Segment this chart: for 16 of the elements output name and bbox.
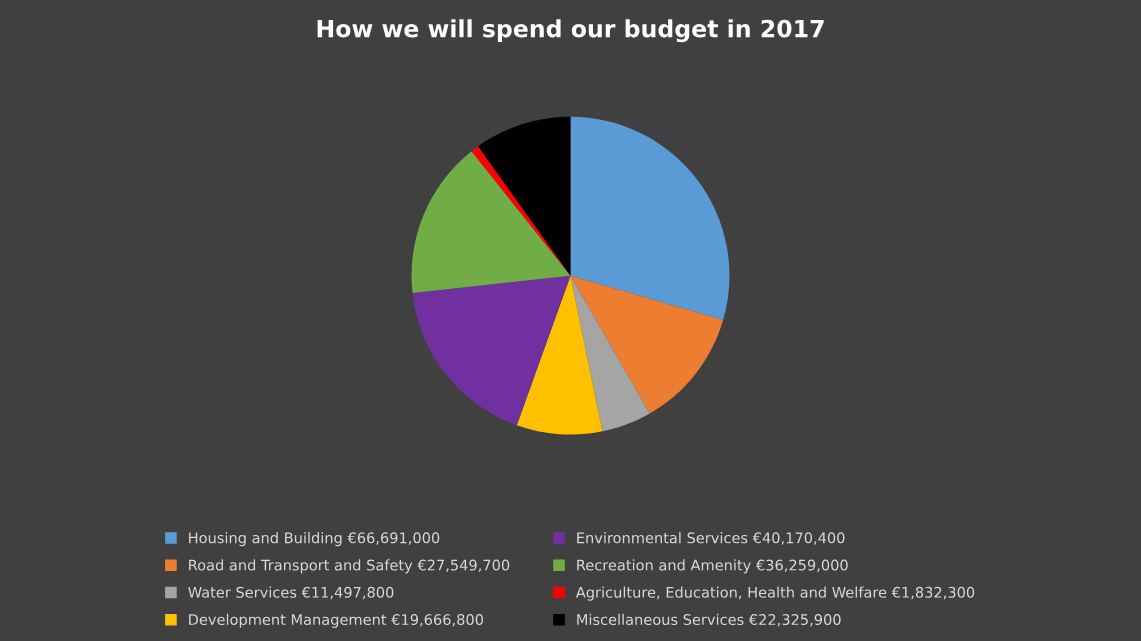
legend-label: Environmental Services €40,170,400 [577,532,845,545]
legend-label: Miscellaneous Services €22,325,900 [577,613,841,627]
pie-slice [570,116,730,321]
pie-slice [570,275,650,432]
pie-slice [570,275,724,414]
pie-slice [411,151,571,293]
legend-label: Road and Transport and Safety €27,549,700 [189,559,510,574]
pie-slice [478,116,571,276]
chart-title: How we will spend our budget in 2017 [317,19,824,43]
legend-label: Development Management €19,666,800 [189,613,484,628]
pie-slice [516,275,603,435]
legend-label: Housing and Building €66,691,000 [189,532,440,547]
pie-slice [412,275,571,426]
legend-label: Agriculture, Education, Health and Welfare €1,832,300 [575,586,975,601]
legend-label: Water Services €11,497,800 [188,586,394,600]
legend-label: Recreation and Amenity €36,259,000 [577,559,848,574]
